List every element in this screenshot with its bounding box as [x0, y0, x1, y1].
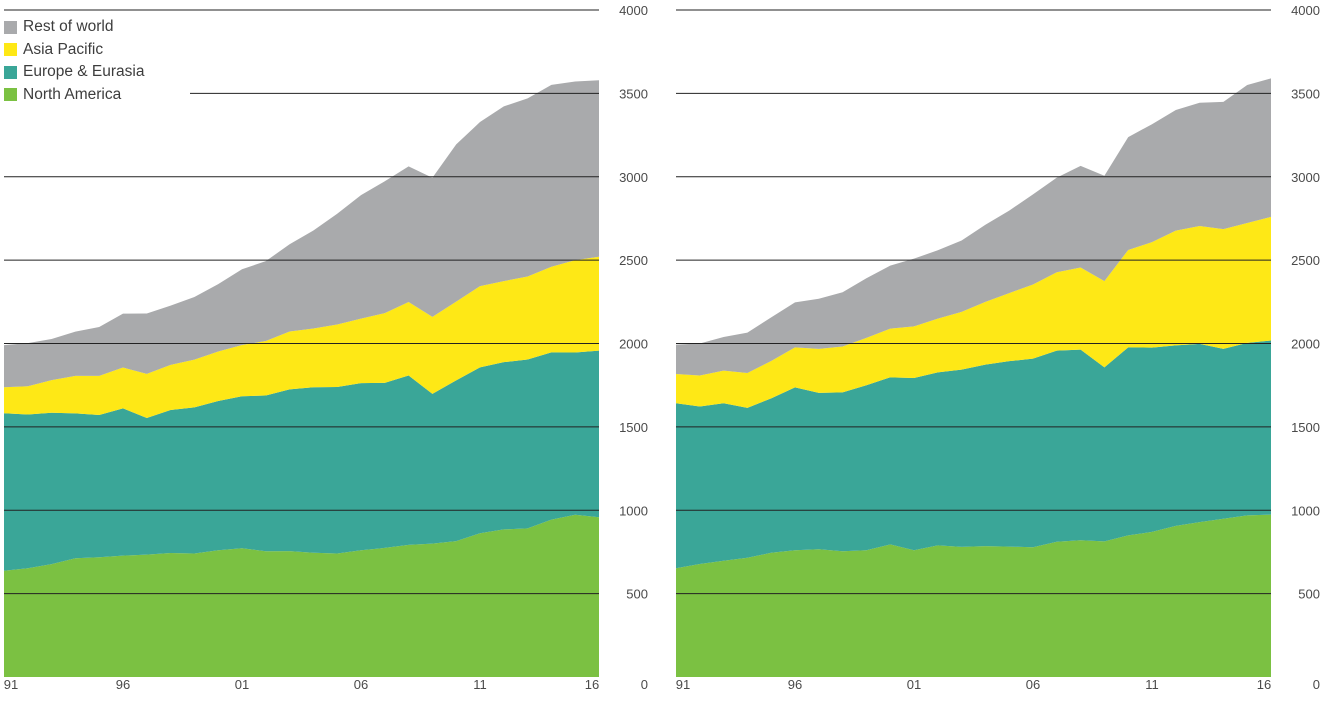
y-tick-label-1500: 1500 [1291, 420, 1320, 435]
y-tick-label-4000: 4000 [1291, 3, 1320, 18]
x-tick-label-06: 06 [1026, 677, 1040, 692]
y-tick-label-3000: 3000 [619, 170, 648, 185]
y-tick-label-2000: 2000 [619, 337, 648, 352]
legend-label-asia-pacific: Asia Pacific [23, 40, 104, 58]
area-asia-pacific [676, 216, 1271, 408]
x-tick-label-11: 11 [1145, 677, 1159, 692]
legend-item-north-america: North America [4, 84, 145, 107]
y-tick-label-1500: 1500 [619, 420, 648, 435]
area-asia-pacific [4, 256, 599, 419]
legend-swatch-europe-eurasia [4, 65, 17, 79]
legend-swatch-north-america [4, 88, 17, 102]
y-tick-label-3000: 3000 [1291, 170, 1320, 185]
legend-label-europe-eurasia: Europe & Eurasia [23, 63, 145, 81]
y-tick-label-0: 0 [1313, 677, 1320, 692]
x-tick-label-01: 01 [907, 677, 921, 692]
y-tick-label-3500: 3500 [1291, 86, 1320, 101]
x-tick-label-11: 11 [473, 677, 487, 692]
area-europe-eurasia [4, 350, 599, 571]
y-tick-label-500: 500 [1298, 587, 1320, 602]
y-tick-label-2000: 2000 [1291, 337, 1320, 352]
x-tick-label-96: 96 [116, 677, 130, 692]
legend-item-rest-of-world: Rest of world [4, 16, 145, 39]
legend-label-rest-of-world: Rest of world [23, 18, 114, 36]
x-tick-label-16: 16 [585, 677, 599, 692]
y-tick-label-2500: 2500 [1291, 253, 1320, 268]
x-tick-label-16: 16 [1257, 677, 1271, 692]
x-tick-label-06: 06 [354, 677, 368, 692]
y-tick-label-1000: 1000 [619, 503, 648, 518]
legend-swatch-rest-of-world [4, 20, 17, 34]
chart-panel-1: 0 500 1000 1500 2000 2500 3000 3500 4000 91 96 01 06… [4, 3, 648, 692]
x-tick-label-96: 96 [788, 677, 802, 692]
y-tick-label-2500: 2500 [619, 253, 648, 268]
y-tick-label-3500: 3500 [619, 86, 648, 101]
area-north-america [676, 514, 1271, 677]
area-rest-of-world [676, 78, 1271, 376]
area-europe-eurasia [676, 340, 1271, 569]
x-tick-label-91: 91 [676, 677, 690, 692]
x-tick-label-01: 01 [235, 677, 249, 692]
legend-label-north-america: North America [23, 85, 122, 103]
legend: Rest of world Asia Pacific Europe & Eura… [4, 16, 145, 106]
area-north-america [4, 514, 599, 677]
y-tick-label-0: 0 [641, 677, 648, 692]
legend-item-europe-eurasia: Europe & Eurasia [4, 61, 145, 84]
area-rest-of-world [4, 80, 599, 388]
legend-swatch-asia-pacific [4, 43, 17, 57]
y-tick-label-1000: 1000 [1291, 503, 1320, 518]
y-tick-label-500: 500 [626, 587, 648, 602]
legend-item-asia-pacific: Asia Pacific [4, 39, 145, 62]
chart-panel-2: 0 500 1000 1500 2000 2500 3000 3500 4000 91 96 01 06… [676, 3, 1320, 692]
y-tick-label-4000: 4000 [619, 3, 648, 18]
x-tick-label-91: 91 [4, 677, 18, 692]
